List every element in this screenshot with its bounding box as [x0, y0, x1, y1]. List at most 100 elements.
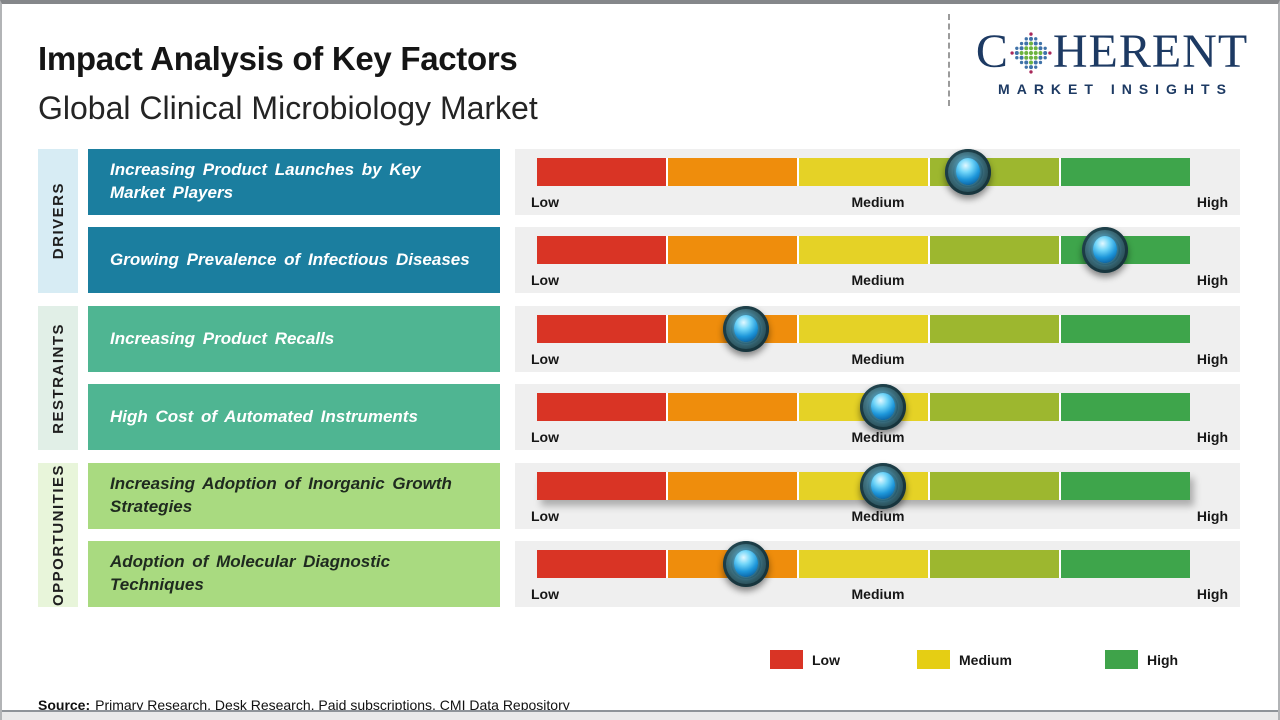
scale-label-medium: Medium: [851, 351, 905, 367]
factor-label: Increasing Product Launches by Key Marke…: [110, 160, 421, 202]
impact-scale-bar: [537, 541, 1190, 587]
legend-item-high: High: [1105, 650, 1178, 669]
impact-bar-row: Low Medium High: [515, 149, 1240, 215]
impact-scale-bar: [537, 306, 1190, 352]
factor-box: Growing Prevalence of Infectious Disease…: [88, 227, 500, 293]
scale-label-low: Low: [531, 272, 559, 288]
group-label: RESTRAINTS: [49, 322, 67, 434]
impact-marker: [722, 306, 769, 352]
bar-segment: [799, 315, 928, 343]
group-strip: RESTRAINTS: [38, 306, 78, 450]
brand-word-suffix: HERENT: [1052, 25, 1249, 78]
brand-logo: C HERENT MARKET INSIGHTS: [962, 28, 1262, 98]
footer-bar: [2, 710, 1278, 720]
factor-row: Increasing Product Launches by Key Marke…: [88, 149, 1240, 215]
bar-segment: [799, 236, 928, 264]
scale-label-medium: Medium: [851, 429, 905, 445]
scale-labels: Low Medium High: [531, 194, 1228, 210]
factor-label: Growing Prevalence of Infectious Disease…: [110, 249, 470, 269]
impact-scale-bar: [537, 227, 1190, 273]
page-title: Impact Analysis of Key Factors: [38, 40, 518, 77]
factor-row: Increasing Product Recalls Low Medium High: [88, 306, 1240, 372]
scale-label-high: High: [1196, 586, 1228, 602]
factor-box: Increasing Product Launches by Key Marke…: [88, 149, 500, 215]
bar-segment: [537, 393, 666, 421]
bar-segment: [537, 158, 666, 186]
bar-segment: [930, 393, 1059, 421]
bar-segment: [668, 393, 797, 421]
page-subtitle: Global Clinical Microbiology Market: [38, 90, 538, 126]
bar-segment: [1061, 158, 1190, 186]
bar-segment: [930, 472, 1059, 500]
bar-segment: [668, 236, 797, 264]
brand-wordmark: C HERENT: [962, 28, 1262, 76]
brand-tagline: MARKET INSIGHTS: [998, 81, 1233, 97]
bar-segment: [1061, 550, 1190, 578]
group-label: DRIVERS: [49, 182, 67, 260]
bar-segment: [1061, 472, 1190, 500]
scale-label-low: Low: [531, 586, 559, 602]
legend-item-medium: Medium: [917, 650, 1012, 669]
scale-label-medium: Medium: [851, 508, 905, 524]
source-text: Primary Research, Desk Research, Paid su…: [95, 697, 570, 713]
group-strip: DRIVERS: [38, 149, 78, 293]
impact-marker: [860, 463, 907, 509]
impact-scale-bar: [537, 384, 1190, 430]
scale-label-high: High: [1196, 272, 1228, 288]
globe-dots-icon: [1010, 32, 1052, 74]
legend-label-low: Low: [812, 651, 840, 668]
bar-segment: [537, 550, 666, 578]
impact-bar-row: Low Medium High: [515, 541, 1240, 607]
impact-scale-bar: [537, 149, 1190, 195]
bar-segment: [537, 315, 666, 343]
impact-bar-row: Low Medium High: [515, 306, 1240, 372]
scale-labels: Low Medium High: [531, 272, 1228, 288]
factor-label: Increasing Product Recalls: [110, 328, 335, 348]
scale-labels: Low Medium High: [531, 429, 1228, 445]
scale-labels: Low Medium High: [531, 586, 1228, 602]
brand-word-prefix: C: [975, 25, 1009, 78]
impact-marker: [1082, 227, 1129, 273]
scale-labels: Low Medium High: [531, 508, 1228, 524]
factor-row: Adoption of Molecular Diagnostic Techniq…: [88, 541, 1240, 607]
scale-label-low: Low: [531, 508, 559, 524]
impact-chart: DRIVERS Increasing Product Launches by Ke…: [38, 149, 1240, 607]
group-opportunities: OPPORTUNITIES Increasing Adoption of Inor…: [38, 463, 1240, 607]
scale-labels: Low Medium High: [531, 351, 1228, 367]
scale-label-low: Low: [531, 429, 559, 445]
legend-swatch-low: [770, 650, 803, 669]
bar-segment: [537, 236, 666, 264]
bar-segment: [799, 158, 928, 186]
factor-box: Adoption of Molecular Diagnostic Techniq…: [88, 541, 500, 607]
bar-segment: [799, 550, 928, 578]
impact-bar-row: Low Medium High: [515, 384, 1240, 450]
legend-label-medium: Medium: [959, 651, 1012, 668]
impact-marker: [722, 541, 769, 587]
factor-box: High Cost of Automated Instruments: [88, 384, 500, 450]
group-label: OPPORTUNITIES: [49, 463, 67, 606]
legend-swatch-medium: [917, 650, 950, 669]
impact-bar-row: Low Medium High: [515, 227, 1240, 293]
bar-segment: [930, 550, 1059, 578]
group-restraints: RESTRAINTS Increasing Product Recalls Low M…: [38, 306, 1240, 450]
scale-label-low: Low: [531, 194, 559, 210]
legend-swatch-high: [1105, 650, 1138, 669]
scale-label-high: High: [1196, 351, 1228, 367]
scale-label-medium: Medium: [851, 586, 905, 602]
bar-segment: [1061, 393, 1190, 421]
group-strip: OPPORTUNITIES: [38, 463, 78, 607]
factor-box: Increasing Adoption of Inorganic Growth …: [88, 463, 500, 529]
impact-scale-bar: [537, 463, 1190, 509]
legend-item-low: Low: [770, 650, 840, 669]
impact-marker: [860, 384, 907, 430]
bar-segment: [930, 315, 1059, 343]
factor-label: Adoption of Molecular Diagnostic Techniq…: [110, 552, 391, 594]
scale-label-medium: Medium: [851, 272, 905, 288]
factor-row: Growing Prevalence of Infectious Disease…: [88, 227, 1240, 293]
scale-label-high: High: [1196, 194, 1228, 210]
bar-segment: [537, 472, 666, 500]
bar-segment: [1061, 315, 1190, 343]
bar-segment: [930, 236, 1059, 264]
impact-bar-row: Low Medium High: [515, 463, 1240, 529]
